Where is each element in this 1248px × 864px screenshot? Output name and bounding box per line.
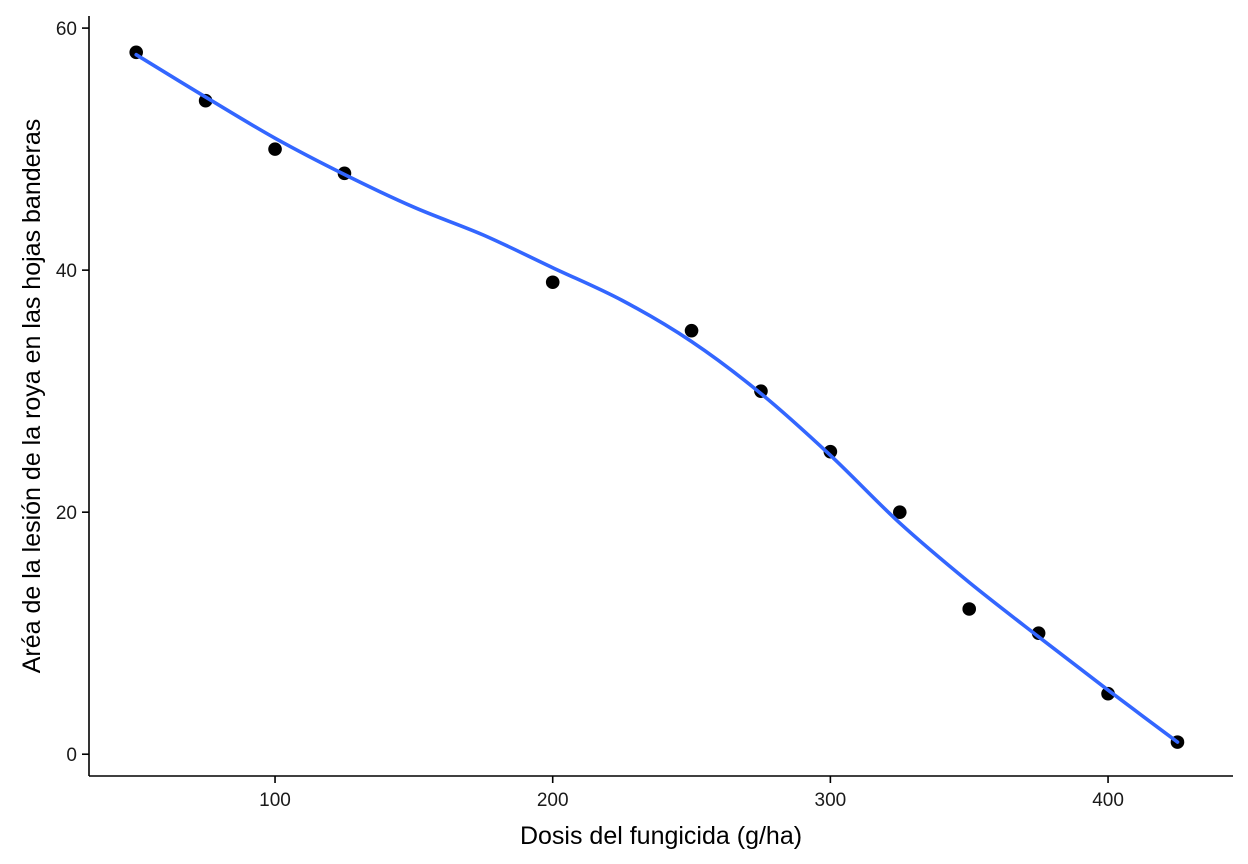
- x-tick-label: 200: [537, 790, 569, 811]
- y-tick-label: 60: [56, 19, 77, 40]
- x-tick-label: 400: [1092, 790, 1124, 811]
- smooth-trend-line: [134, 52, 1180, 744]
- plot-series: [129, 45, 1185, 749]
- y-tick-label: 40: [56, 261, 77, 282]
- x-axis-title: Dosis del fungicida (g/ha): [520, 822, 802, 850]
- y-tick-label: 20: [56, 503, 77, 524]
- x-tick-label: 300: [815, 790, 847, 811]
- y-axis-title: Aréa de la lesión de la roya en las hoja…: [18, 119, 46, 674]
- data-point: [823, 444, 838, 459]
- data-point: [268, 142, 282, 156]
- x-tick-label: 100: [259, 790, 291, 811]
- data-point: [545, 275, 560, 290]
- data-point: [962, 602, 977, 616]
- data-point: [892, 505, 907, 519]
- x-ticks: 100 200 300 400: [259, 776, 1124, 811]
- data-point: [1101, 686, 1115, 701]
- y-ticks: 0 20 40 60: [56, 19, 89, 766]
- axes: [88, 16, 1233, 777]
- data-point: [684, 323, 699, 338]
- y-tick-label: 0: [66, 745, 77, 766]
- data-point: [1031, 626, 1046, 640]
